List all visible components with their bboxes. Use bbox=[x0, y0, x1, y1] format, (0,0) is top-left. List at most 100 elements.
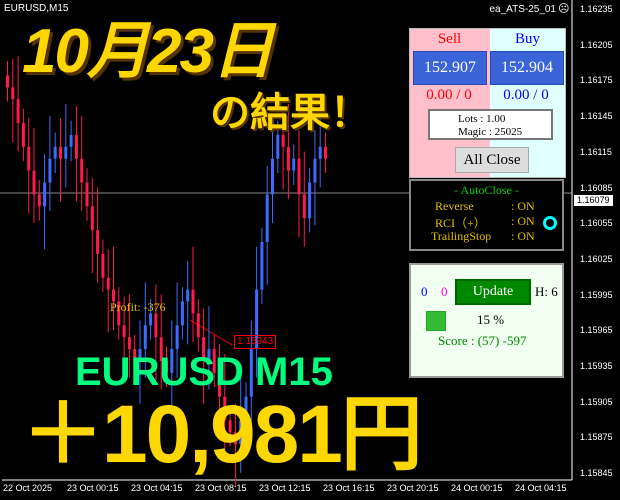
autoclose-row: RCI（+） : ON bbox=[435, 214, 535, 231]
sell-position: 0.00 / 0 bbox=[426, 87, 472, 103]
percent-value: 15 % bbox=[477, 312, 505, 327]
time-tick: 23 Oct 04:15 bbox=[131, 483, 183, 493]
candle-body bbox=[37, 194, 41, 207]
candle-body bbox=[143, 325, 147, 350]
sell-label: Sell bbox=[437, 31, 462, 47]
time-tick: 24 Oct 00:15 bbox=[451, 483, 503, 493]
candle-body bbox=[32, 170, 36, 195]
candle-body bbox=[292, 158, 296, 171]
autoclose-title: - AutoClose - bbox=[454, 183, 519, 197]
price-axis: 1.16235 1.16205 1.16175 1.16145 1.16115 1.160… bbox=[572, 0, 620, 480]
date-title: 10月23日 bbox=[22, 17, 274, 86]
autoclose-row: TrailingStop : ON bbox=[431, 229, 535, 244]
candle-body bbox=[21, 123, 25, 147]
time-tick: 23 Oct 08:15 bbox=[195, 483, 247, 493]
candle-body bbox=[117, 301, 121, 326]
count-blue: 0 bbox=[421, 284, 428, 299]
row-label: RCI（+） bbox=[435, 216, 486, 230]
price-tick: 1.15935 bbox=[580, 361, 613, 371]
candle-body bbox=[59, 146, 62, 159]
update-button[interactable]: Update bbox=[455, 279, 531, 305]
price-tick: 1.16025 bbox=[580, 253, 613, 264]
price-tick: 1.16235 bbox=[580, 4, 613, 14]
candle-body bbox=[302, 194, 306, 219]
candle-body bbox=[271, 158, 274, 195]
profit-label: Profit: -376 bbox=[110, 300, 166, 314]
symbol-label: EURUSD,M15 bbox=[4, 3, 69, 14]
candle-body bbox=[11, 87, 15, 100]
price-tick: 1.16145 bbox=[580, 111, 613, 122]
candle-body bbox=[249, 349, 253, 397]
row-value: : ON bbox=[511, 214, 535, 228]
all-close-button[interactable]: All Close bbox=[455, 147, 529, 173]
count-magenta: 0 bbox=[441, 284, 448, 299]
candle-body bbox=[186, 289, 190, 302]
status-square-icon bbox=[426, 311, 446, 331]
candle-body bbox=[159, 337, 163, 361]
row-label: TrailingStop bbox=[431, 229, 492, 243]
candle-body bbox=[64, 146, 68, 159]
time-tick: 23 Oct 12:15 bbox=[259, 483, 311, 493]
candle-body bbox=[127, 337, 131, 350]
candle-body bbox=[69, 134, 73, 147]
time-tick: 23 Oct 16:15 bbox=[323, 483, 375, 493]
candle-body bbox=[170, 349, 174, 373]
candle-body bbox=[318, 146, 322, 159]
candle-body bbox=[313, 158, 317, 183]
time-tick: 23 Oct 20:15 bbox=[387, 483, 439, 493]
sell-button[interactable]: 152.907 bbox=[413, 51, 487, 85]
price-tick: 1.16205 bbox=[580, 39, 613, 50]
candle-body bbox=[165, 360, 168, 373]
candle-body bbox=[133, 349, 137, 361]
price-tick: 1.15995 bbox=[580, 289, 613, 300]
row-value: : ON bbox=[511, 199, 535, 213]
candle-body bbox=[260, 242, 264, 290]
candle-body bbox=[74, 134, 78, 159]
candle-body bbox=[6, 75, 9, 88]
lots-value: Lots : 1.00 bbox=[458, 113, 506, 125]
candle-body bbox=[308, 182, 312, 219]
price-tick: 1.16055 bbox=[580, 218, 613, 229]
candle-body bbox=[16, 99, 20, 124]
buy-button[interactable]: 152.904 bbox=[490, 51, 564, 85]
candle-body bbox=[106, 277, 110, 290]
price-tick: 1.15965 bbox=[580, 325, 613, 336]
candle-body bbox=[53, 146, 57, 159]
candle-body bbox=[297, 158, 301, 195]
candle-body bbox=[149, 313, 153, 326]
candle-body bbox=[138, 349, 142, 361]
candle-body bbox=[122, 325, 126, 338]
candle-body bbox=[180, 301, 184, 326]
candle-body bbox=[244, 396, 248, 421]
candle-body bbox=[212, 349, 216, 373]
candle-body bbox=[281, 134, 285, 147]
candle-body bbox=[191, 289, 195, 314]
candle-body bbox=[233, 432, 237, 445]
candle-body bbox=[276, 134, 280, 159]
row-value: : ON bbox=[511, 229, 535, 243]
autoclose-panel: - AutoClose - Reverse: ON RCI（+）: ON Tra… bbox=[409, 179, 564, 251]
buy-label: Buy bbox=[514, 31, 540, 47]
price-tick: 1.15875 bbox=[580, 432, 613, 443]
lots-magic-box: Lots : 1.00 Magic : 25025 bbox=[428, 109, 553, 140]
candle-body bbox=[112, 289, 115, 302]
magic-value: Magic : 25025 bbox=[458, 126, 523, 138]
profit-amount: ＋10,981円 bbox=[22, 389, 423, 480]
candle-body bbox=[175, 325, 179, 350]
candle-body bbox=[207, 349, 211, 361]
candle-body bbox=[255, 289, 259, 350]
time-tick: 22 Oct 2025 bbox=[3, 483, 53, 493]
candle-body bbox=[101, 253, 105, 278]
price-tick: 1.15905 bbox=[580, 396, 613, 407]
candle-body bbox=[96, 230, 100, 254]
candle-body bbox=[48, 158, 52, 183]
candle-body bbox=[228, 420, 232, 433]
candle-body bbox=[154, 313, 158, 338]
candle-body bbox=[286, 146, 290, 171]
candle-body bbox=[324, 146, 327, 159]
candle-body bbox=[27, 146, 31, 171]
status-indicator-icon bbox=[543, 216, 557, 230]
score-value: Score : (57) -597 bbox=[438, 333, 527, 348]
